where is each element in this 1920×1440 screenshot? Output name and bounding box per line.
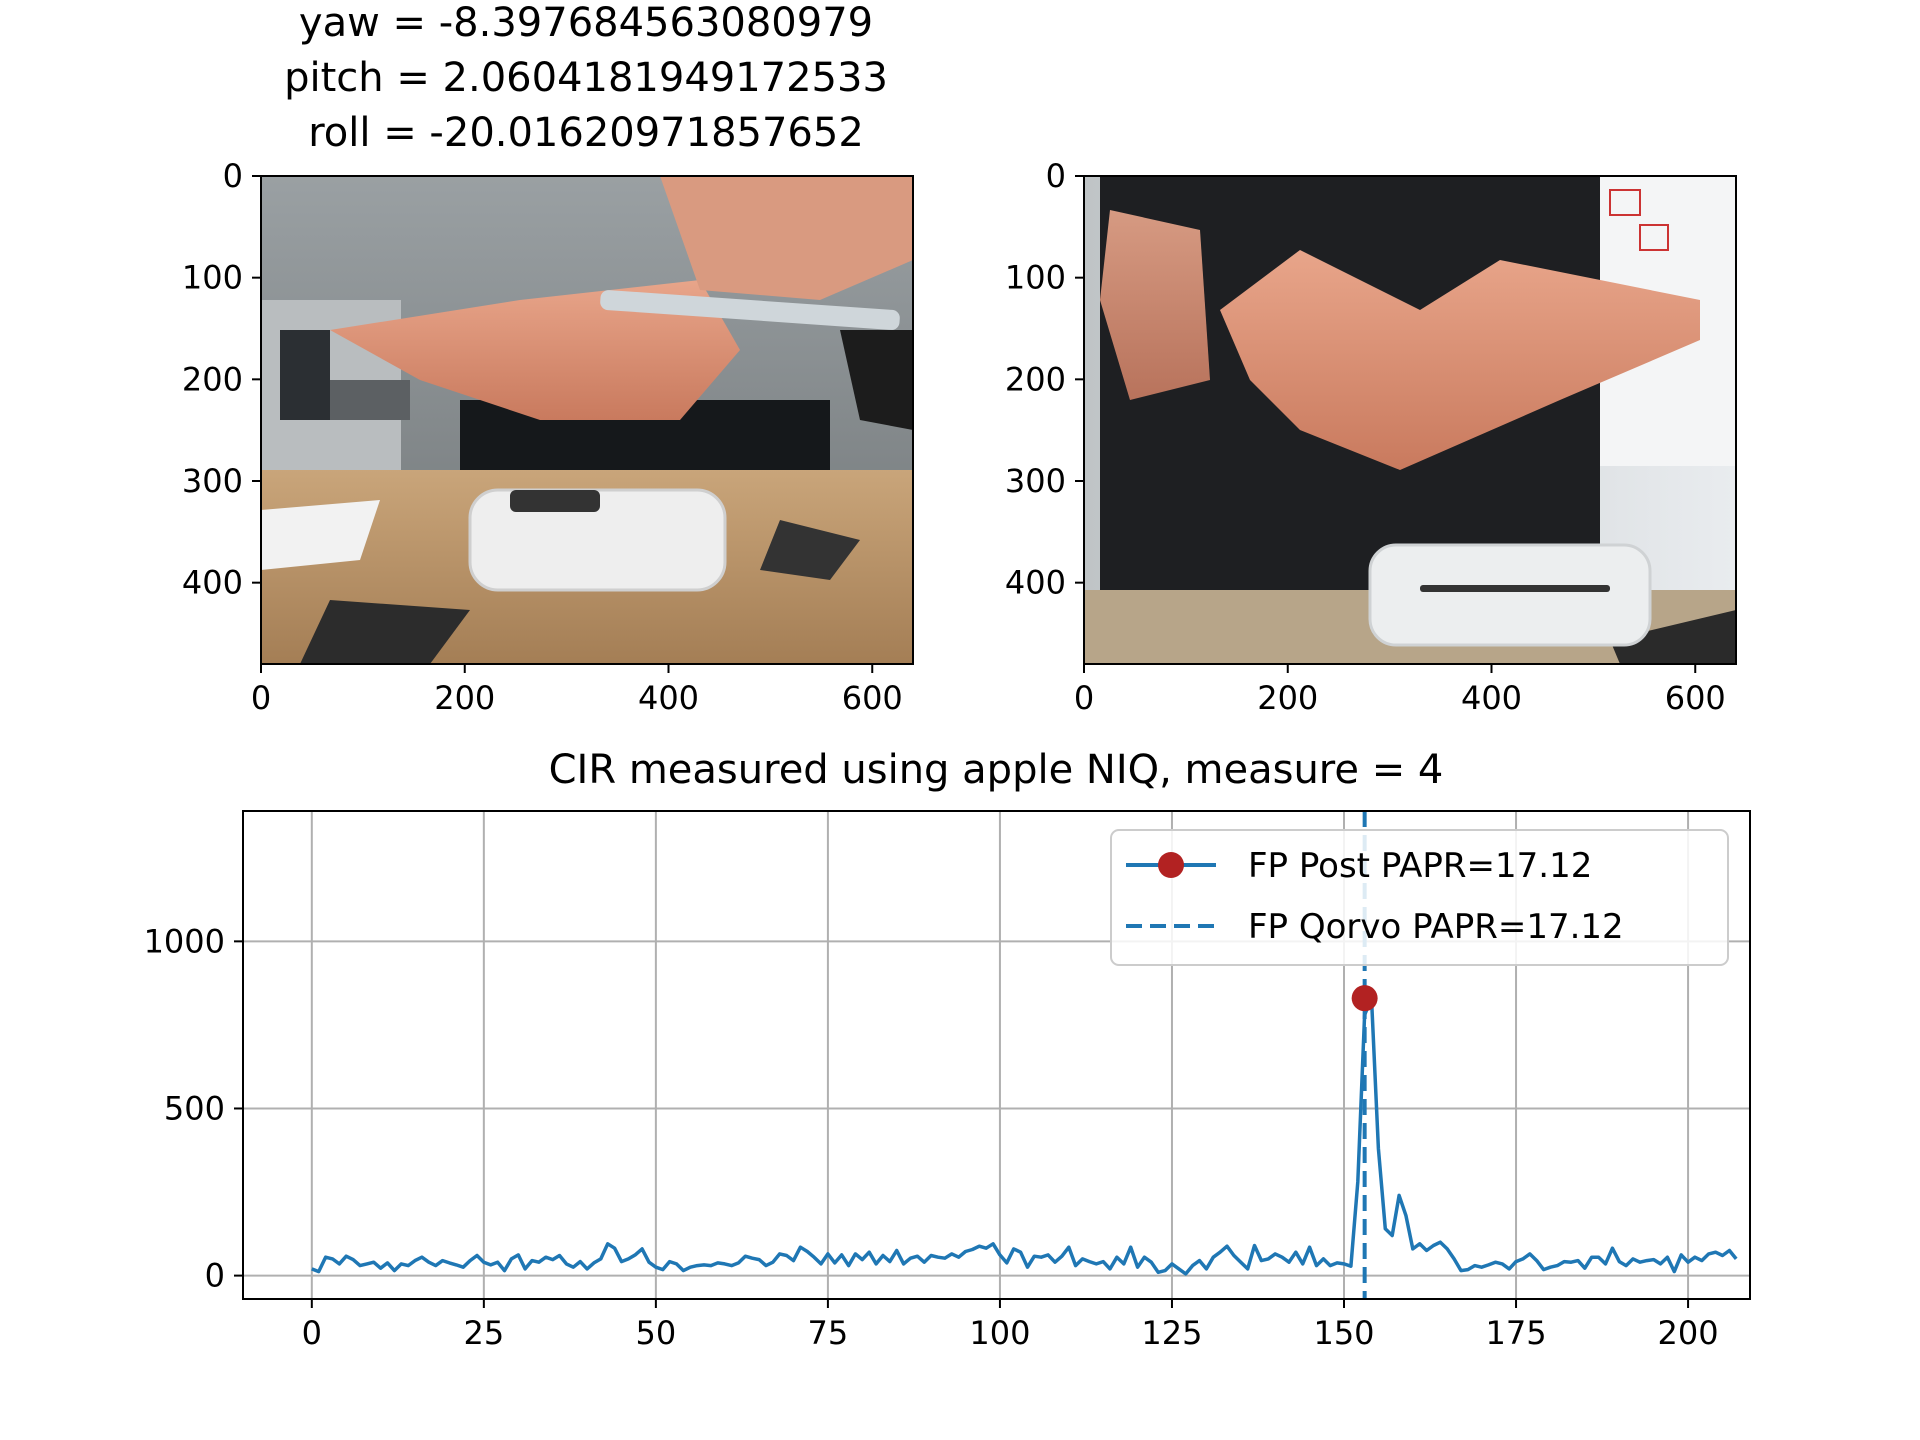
xtick-label: 50 xyxy=(636,1314,677,1352)
fp-post-marker xyxy=(1351,985,1378,1012)
chart-title: CIR measured using apple NIQ, measure = … xyxy=(549,747,1444,793)
chart-markers xyxy=(1351,985,1378,1012)
frame-xtick-label: 200 xyxy=(1257,679,1318,717)
ytick-label: 0 xyxy=(205,1257,225,1295)
chart-plot-border xyxy=(242,810,1751,1300)
chart-ticks: 0 25 50 75 100 125 150 175 200 0 500 1000 xyxy=(144,922,1719,1352)
left-camera-photo xyxy=(261,176,913,664)
legend-marker-fp-post xyxy=(1158,852,1184,878)
title-roll: roll = -20.01620971857652 xyxy=(308,110,864,156)
frame-xtick-label: 200 xyxy=(434,679,495,717)
left-camera-frame: 0 200 400 600 0 100 200 300 400 xyxy=(182,157,914,717)
left-frame-ticks: 0 200 400 600 0 100 200 300 400 xyxy=(182,157,903,717)
right-camera-photo xyxy=(1084,176,1736,664)
frame-ytick-label: 200 xyxy=(1005,360,1066,398)
left-frame-border xyxy=(260,175,914,665)
figure-title: yaw = -8.397684563080979 pitch = 2.06041… xyxy=(284,0,888,156)
frame-ytick-label: 400 xyxy=(1005,564,1066,602)
xtick-label: 125 xyxy=(1141,1314,1202,1352)
title-yaw: yaw = -8.397684563080979 xyxy=(299,0,873,46)
ytick-label: 1000 xyxy=(144,922,225,960)
cir-chart: CIR measured using apple NIQ, measure = … xyxy=(144,747,1751,1352)
right-frame-ticks: 0 200 400 600 0 100 200 300 400 xyxy=(1005,157,1726,717)
cir-series-line xyxy=(311,996,1738,1276)
frame-xtick-label: 600 xyxy=(1665,679,1726,717)
xtick-label: 175 xyxy=(1485,1314,1546,1352)
frame-xtick-label: 0 xyxy=(1074,679,1094,717)
legend-entry-fp-post: FP Post PAPR=17.12 xyxy=(1126,846,1592,886)
xtick-label: 0 xyxy=(302,1314,322,1352)
chart-series xyxy=(311,996,1738,1276)
legend-label-fp-post: FP Post PAPR=17.12 xyxy=(1248,846,1592,886)
frame-ytick-label: 300 xyxy=(182,462,243,500)
frame-xtick-label: 400 xyxy=(1461,679,1522,717)
frame-xtick-label: 400 xyxy=(638,679,699,717)
right-camera-frame: 0 200 400 600 0 100 200 300 400 xyxy=(1005,157,1737,717)
right-frame-border xyxy=(1083,175,1737,665)
frame-xtick-label: 600 xyxy=(842,679,903,717)
xtick-label: 75 xyxy=(808,1314,849,1352)
ytick-label: 500 xyxy=(164,1089,225,1127)
frame-ytick-label: 400 xyxy=(182,564,243,602)
xtick-label: 100 xyxy=(969,1314,1030,1352)
xtick-label: 200 xyxy=(1658,1314,1719,1352)
xtick-label: 150 xyxy=(1313,1314,1374,1352)
title-pitch: pitch = 2.0604181949172533 xyxy=(284,55,888,101)
chart-legend: FP Post PAPR=17.12 FP Qorvo PAPR=17.12 xyxy=(1110,829,1729,966)
frame-ytick-label: 0 xyxy=(1046,157,1066,195)
frame-xtick-label: 0 xyxy=(251,679,271,717)
frame-ytick-label: 300 xyxy=(1005,462,1066,500)
frame-ytick-label: 100 xyxy=(182,259,243,297)
legend-label-fp-qorvo: FP Qorvo PAPR=17.12 xyxy=(1248,907,1624,947)
frame-ytick-label: 200 xyxy=(182,360,243,398)
frame-ytick-label: 100 xyxy=(1005,259,1066,297)
legend-box xyxy=(1110,829,1729,966)
legend-entry-fp-qorvo: FP Qorvo PAPR=17.12 xyxy=(1126,907,1624,947)
xtick-label: 25 xyxy=(463,1314,504,1352)
frame-ytick-label: 0 xyxy=(223,157,243,195)
